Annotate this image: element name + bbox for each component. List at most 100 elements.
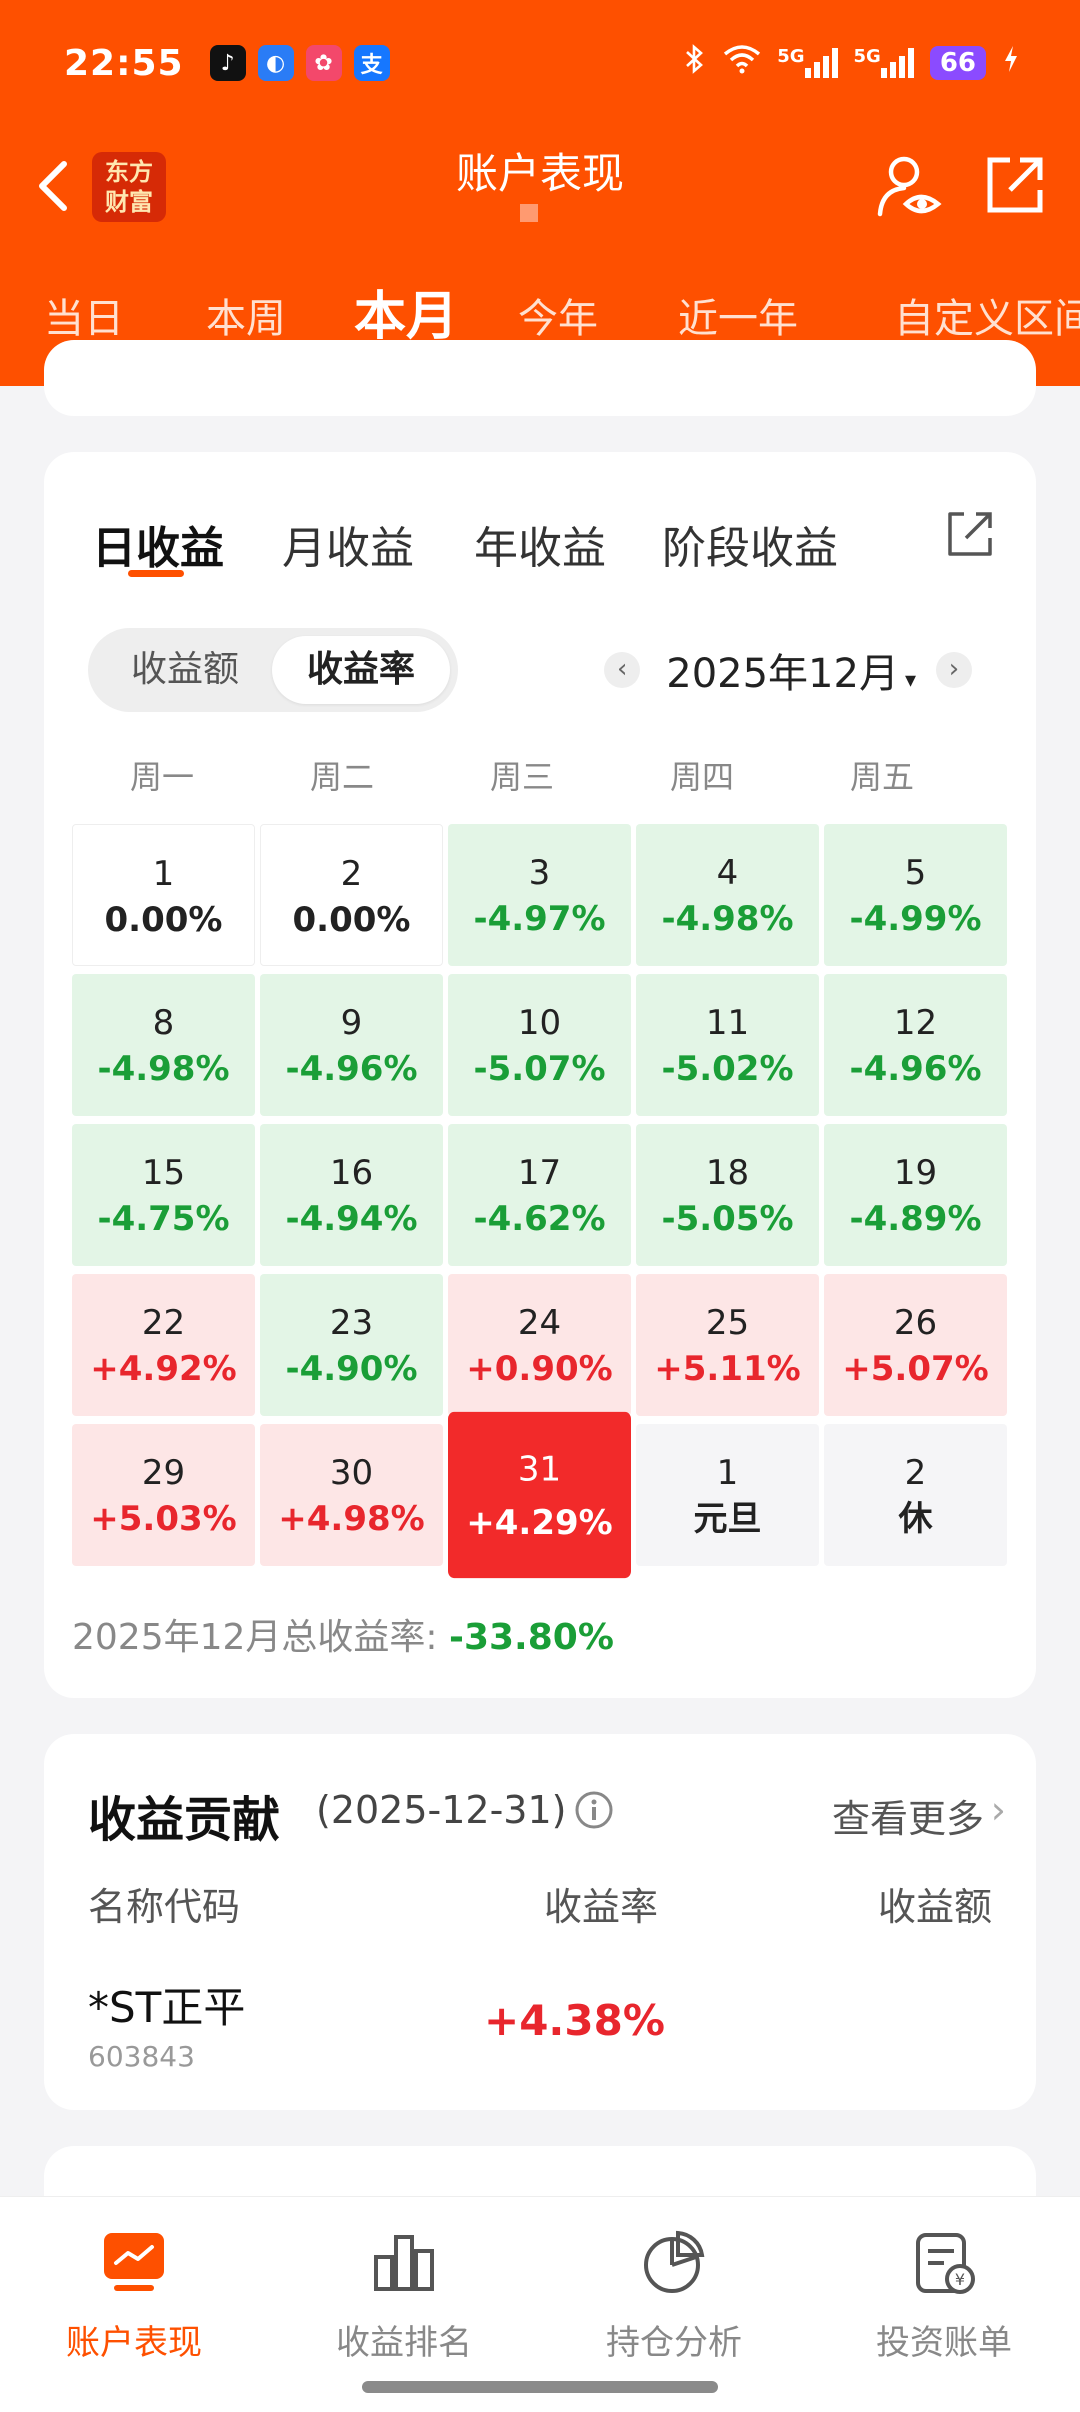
day-number: 3 xyxy=(528,853,551,893)
day-return: +4.92% xyxy=(90,1349,237,1389)
card-share-button[interactable] xyxy=(944,508,996,560)
calendar-day-cell[interactable]: 4 -4.98% xyxy=(636,824,819,966)
return-type-tabs: 日收益 月收益 年收益 阶段收益 xyxy=(92,512,996,592)
calendar-day-cell[interactable]: 16 -4.94% xyxy=(260,1124,443,1266)
day-return: -5.05% xyxy=(661,1199,794,1239)
stock-name[interactable]: *ST正平 xyxy=(88,1983,246,2032)
bill-icon: ¥ xyxy=(908,2227,980,2299)
browser-icon: ◐ xyxy=(257,45,294,81)
calendar-day-cell[interactable]: 30 +4.98% xyxy=(260,1424,443,1566)
share-button[interactable] xyxy=(984,154,1046,216)
col-header-rate: 收益率 xyxy=(544,1885,659,1929)
calendar-day-cell[interactable]: 11 -5.02% xyxy=(636,974,819,1116)
calendar-day-cell[interactable]: 12 -4.96% xyxy=(824,974,1007,1116)
tab-yearly-return[interactable]: 年收益 xyxy=(474,523,606,574)
info-button[interactable] xyxy=(574,1790,614,1830)
system-icons: 5G 5G 66 xyxy=(683,43,1020,83)
calendar-day-cell[interactable]: 3 -4.97% xyxy=(448,824,631,966)
day-return: +5.07% xyxy=(842,1349,989,1389)
home-indicator[interactable] xyxy=(362,2381,718,2393)
chevron-right-icon: › xyxy=(990,1788,1006,1832)
nav-return-ranking[interactable]: 收益排名 xyxy=(294,2227,514,2364)
day-number: 29 xyxy=(141,1453,186,1493)
back-button[interactable] xyxy=(34,156,84,216)
day-return: 0.00% xyxy=(292,900,411,940)
day-number: 31 xyxy=(517,1449,562,1490)
toggle-rate[interactable]: 收益率 xyxy=(272,636,450,704)
day-number: 12 xyxy=(893,1003,938,1043)
day-number: 2 xyxy=(340,854,363,894)
calendar-day-cell[interactable]: 29 +5.03% xyxy=(72,1424,255,1566)
calendar-day-cell[interactable]: 22 +4.92% xyxy=(72,1274,255,1416)
day-number: 18 xyxy=(705,1153,750,1193)
nav-label: 投资账单 xyxy=(876,2323,1012,2363)
month-selector: ‹ 2025年12月 ▾ › xyxy=(604,640,972,700)
logo-line-1: 东方 xyxy=(105,158,153,186)
calendar-day-cell[interactable]: 5 -4.99% xyxy=(824,824,1007,966)
calendar-day-cell[interactable]: 8 -4.98% xyxy=(72,974,255,1116)
signal-1-label: 5G xyxy=(777,46,805,67)
metric-toggle: 收益额 收益率 xyxy=(88,628,458,712)
privacy-toggle-button[interactable] xyxy=(876,154,942,220)
logo-line-2: 财富 xyxy=(105,188,153,216)
period-tabs: 当日 本周 本月 今年 近一年 自定义区间 xyxy=(0,262,1080,362)
calendar-day-cell[interactable]: 26 +5.07% xyxy=(824,1274,1007,1416)
daily-return-card: 日收益 月收益 年收益 阶段收益 收益额 收益率 ‹ 2025年12月 ▾ › 周… xyxy=(44,452,1036,1698)
nav-account-performance[interactable]: 账户表现 xyxy=(24,2227,244,2364)
prev-month-button[interactable]: ‹ xyxy=(604,652,641,688)
caret-down-icon: ▾ xyxy=(904,668,916,693)
calendar-day-cell[interactable]: 18 -5.05% xyxy=(636,1124,819,1266)
calendar-day-cell[interactable]: 10 -5.07% xyxy=(448,974,631,1116)
day-return: -4.98% xyxy=(97,1049,230,1089)
previous-card xyxy=(44,340,1036,416)
day-return: +0.90% xyxy=(466,1349,613,1389)
total-value: -33.80% xyxy=(449,1617,614,1658)
day-number: 22 xyxy=(141,1303,186,1343)
nav-label: 持仓分析 xyxy=(606,2323,742,2363)
svg-text:¥: ¥ xyxy=(955,2270,965,2289)
tab-last-year[interactable]: 近一年 xyxy=(678,296,798,342)
calendar-day-cell[interactable]: 15 -4.75% xyxy=(72,1124,255,1266)
calendar-day-cell[interactable]: 2 0.00% xyxy=(260,824,443,966)
calendar-day-cell[interactable]: 17 -4.62% xyxy=(448,1124,631,1266)
calendar-day-cell[interactable]: 19 -4.89% xyxy=(824,1124,1007,1266)
calendar-day-cell[interactable]: 23 -4.90% xyxy=(260,1274,443,1416)
day-return: -4.75% xyxy=(97,1199,230,1239)
page-title: 账户表现 xyxy=(455,149,624,198)
tab-monthly-return[interactable]: 月收益 xyxy=(282,523,414,574)
day-return: -5.07% xyxy=(473,1049,606,1089)
day-number: 15 xyxy=(141,1153,186,1193)
chevron-left-icon xyxy=(39,161,67,211)
weekday-label: 周五 xyxy=(849,758,914,796)
calendar-day-cell[interactable]: 9 -4.96% xyxy=(260,974,443,1116)
tab-this-month[interactable]: 本月 xyxy=(354,287,459,347)
user-eye-icon xyxy=(877,156,942,217)
tab-custom-range[interactable]: 自定义区间 xyxy=(894,296,1080,342)
tab-period-return[interactable]: 阶段收益 xyxy=(662,523,838,574)
nav-label: 账户表现 xyxy=(66,2323,202,2363)
calendar-day-cell[interactable]: 24 +0.90% xyxy=(448,1274,631,1416)
calendar-day-cell[interactable]: 25 +5.11% xyxy=(636,1274,819,1416)
day-return: -4.99% xyxy=(849,899,982,939)
month-dropdown[interactable]: 2025年12月 ▾ xyxy=(666,641,916,699)
view-more-link[interactable]: 查看更多 xyxy=(831,1797,984,1841)
tab-daily-return[interactable]: 日收益 xyxy=(92,523,224,574)
calendar-day-cell[interactable]: 31 +4.29% xyxy=(448,1411,631,1579)
nav-holding-analysis[interactable]: 持仓分析 xyxy=(564,2227,784,2364)
eastmoney-logo: 东方 财富 xyxy=(92,152,166,222)
day-number: 4 xyxy=(716,853,739,893)
pie-chart-icon xyxy=(638,2227,710,2299)
toggle-amount[interactable]: 收益额 xyxy=(130,649,239,690)
day-number: 1 xyxy=(152,854,175,894)
calendar-day-cell[interactable]: 1 0.00% xyxy=(72,824,255,966)
calendar-day-cell[interactable]: 1 元旦 xyxy=(636,1424,819,1566)
day-return: -4.96% xyxy=(849,1049,982,1089)
next-month-button[interactable]: › xyxy=(936,652,972,688)
nav-investment-bill[interactable]: ¥ 投资账单 xyxy=(834,2227,1054,2364)
tab-today[interactable]: 当日 xyxy=(44,296,124,342)
tab-this-year[interactable]: 今年 xyxy=(518,296,598,342)
tab-this-week[interactable]: 本周 xyxy=(206,296,286,342)
share-icon xyxy=(948,512,992,556)
status-time: 22:55 xyxy=(64,42,184,84)
